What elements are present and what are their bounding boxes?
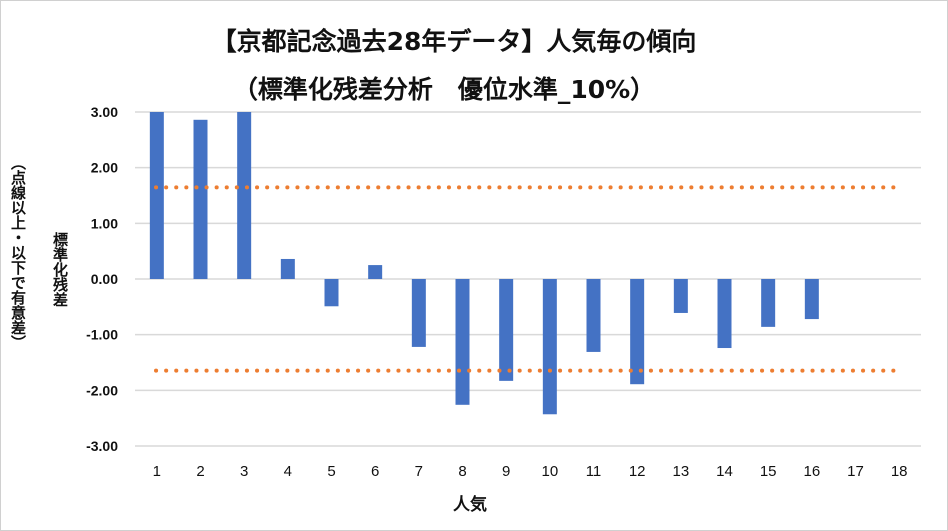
bar (673, 279, 688, 313)
x-tick-label: 14 (716, 463, 733, 480)
y-tick-label: 1.00 (91, 215, 118, 231)
bar (237, 112, 252, 279)
y-axis-label: 標準化残差 (51, 232, 69, 307)
x-tick-label: 6 (371, 463, 379, 480)
x-tick-label: 4 (284, 463, 292, 480)
bar (804, 279, 819, 320)
x-tick-label: 7 (415, 463, 423, 480)
y-tick-label: -1.00 (86, 327, 118, 343)
bar (149, 112, 164, 279)
x-tick-label: 15 (760, 463, 777, 480)
y-tick-label: 0.00 (91, 271, 118, 287)
x-tick-label: 18 (891, 463, 908, 480)
y-tick-label: 2.00 (91, 160, 118, 176)
y-tick-label: 3.00 (91, 104, 118, 120)
x-tick-label: 13 (672, 463, 689, 480)
bar (368, 265, 383, 279)
bar (761, 279, 776, 327)
x-tick-label: 17 (847, 463, 864, 480)
bar (193, 119, 208, 279)
bar (499, 279, 514, 381)
x-tick-label: 10 (541, 463, 558, 480)
y-tick-label: -3.00 (86, 438, 118, 454)
bar (324, 279, 339, 307)
x-tick-label: 2 (196, 463, 204, 480)
x-tick-label: 12 (629, 463, 646, 480)
x-tick-label: 8 (458, 463, 466, 480)
y-tick-label: -2.00 (86, 382, 118, 398)
bar (280, 258, 295, 279)
bar (455, 279, 470, 405)
bar (586, 279, 601, 352)
bar (411, 279, 426, 347)
x-tick-label: 5 (327, 463, 335, 480)
x-tick-label: 11 (586, 463, 602, 480)
bar (717, 279, 732, 349)
chart-title: 【京都記念過去28年データ】人気毎の傾向 (211, 27, 697, 56)
x-tick-label: 9 (502, 463, 510, 480)
x-tick-label: 16 (803, 463, 820, 480)
x-tick-label: 3 (240, 463, 248, 480)
bar (630, 279, 645, 385)
bar (542, 279, 557, 415)
x-axis-label: 人気 (453, 495, 487, 515)
y-axis-note: （点線以上・以下で有意差） (9, 155, 27, 350)
chart-subtitle: （標準化残差分析 優位水準_10%） (232, 75, 656, 104)
x-tick-label: 1 (153, 463, 161, 480)
